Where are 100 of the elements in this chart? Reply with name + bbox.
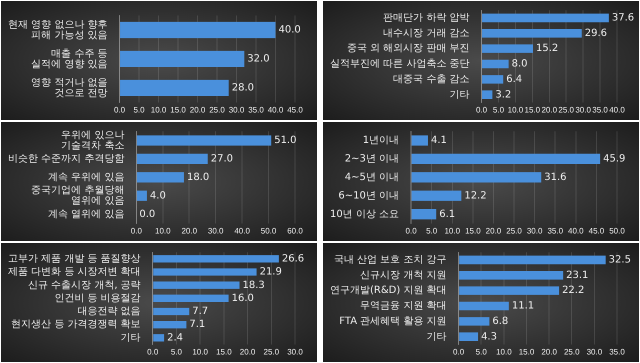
data-label: 4.3 xyxy=(481,331,497,342)
x-tick-label: 45.0 xyxy=(287,105,304,114)
x-tick-label: 25.0 xyxy=(506,226,522,236)
x-tick-label: 30.0 xyxy=(575,105,592,114)
y-tick-label: 판매단가 하락 압박 xyxy=(383,12,470,24)
y-tick-label: 대중국 수출 감소 xyxy=(393,74,470,85)
x-tick-label: 50.0 xyxy=(609,226,626,236)
x-tick-label: 15.0 xyxy=(518,347,535,356)
data-label: 4.1 xyxy=(430,135,447,146)
x-tick-label: 0.0 xyxy=(406,226,418,236)
x-tick-label: 10.0 xyxy=(508,105,524,114)
x-tick-label: 0.0 xyxy=(130,226,142,236)
y-tick-label: FTA 관세혜택 활용 지원 xyxy=(339,316,447,327)
data-label: 7.7 xyxy=(192,306,208,318)
data-label: 4.0 xyxy=(150,190,166,202)
data-label: 29.6 xyxy=(584,28,608,39)
y-tick-label: 기타 xyxy=(450,89,470,100)
data-label: 6.4 xyxy=(506,74,522,85)
x-tick-label: 25.0 xyxy=(209,105,226,114)
x-tick-label: 35.0 xyxy=(547,226,564,236)
x-tick-label: 5.0 xyxy=(170,347,183,356)
x-tick-label: 20.0 xyxy=(486,226,502,236)
x-tick-label: 35.0 xyxy=(609,347,626,356)
x-tick-label: 5.0 xyxy=(476,347,488,356)
x-tick-label: 40.0 xyxy=(234,226,250,236)
x-tick-label: 5.0 xyxy=(426,226,438,236)
data-label: 11.1 xyxy=(512,300,534,312)
data-label: 27.0 xyxy=(210,153,234,164)
x-tick-label: 20.0 xyxy=(181,226,198,236)
x-tick-label: 10.0 xyxy=(496,347,512,356)
y-tick-label: 중국 외 해외시장 판매 부진 xyxy=(346,43,470,54)
x-tick-label: 0.0 xyxy=(453,347,465,356)
x-tick-label: 40.0 xyxy=(568,226,584,236)
y-tick-label: 현지생산 등 가격경쟁력 확보 xyxy=(11,319,141,330)
x-tick-label: 20.0 xyxy=(190,105,206,114)
y-tick-label: 제품 다변화 등 시장저변 확대 xyxy=(8,266,141,278)
x-tick-label: 30.0 xyxy=(208,226,224,236)
y-tick-label: 중국기업에 추월당해 열위에 있음 xyxy=(31,185,124,207)
data-label: 51.0 xyxy=(274,135,296,146)
data-label: 23.1 xyxy=(566,270,588,281)
y-tick-label: 무역금융 지원 확대 xyxy=(360,300,447,312)
y-tick-label: 신규 수출시장 개척, 공략 xyxy=(28,280,141,291)
data-label: 32.5 xyxy=(608,254,631,266)
data-label: 45.9 xyxy=(603,153,626,164)
y-tick-label: 현재 영향 없으나 향후 피해 가능성 있음 xyxy=(8,19,108,41)
x-tick-label: 20.0 xyxy=(541,347,558,356)
data-label: 2.4 xyxy=(167,332,184,344)
y-tick-label: 2~3년 이내 xyxy=(344,153,400,164)
x-tick-label: 35.0 xyxy=(248,105,264,114)
y-tick-label: 고부가 제품 개발 등 품질향상 xyxy=(8,253,141,264)
x-tick-label: 0.0 xyxy=(476,105,488,114)
x-tick-label: 10.0 xyxy=(155,226,172,236)
data-label: 16.0 xyxy=(232,292,254,304)
x-tick-label: 25.0 xyxy=(263,347,280,356)
data-label: 28.0 xyxy=(232,82,254,94)
x-tick-label: 0.0 xyxy=(114,105,126,114)
y-tick-label: 우위에 있으나 기술격차 축소 xyxy=(61,130,124,152)
x-tick-label: 35.0 xyxy=(592,105,608,114)
y-tick-label: 인건비 등 비용절감 xyxy=(54,292,141,304)
x-tick-label: 15.0 xyxy=(216,347,232,356)
y-tick-label: 매출 수주 등 실적에 영향 있음 xyxy=(31,48,108,70)
y-tick-label: 10년 이상 소요 xyxy=(330,208,400,220)
data-label: 22.2 xyxy=(562,285,584,296)
data-label: 26.6 xyxy=(282,253,304,264)
y-tick-label: 비슷한 수준까지 추격당함 xyxy=(8,153,124,164)
x-tick-label: 20.0 xyxy=(541,105,558,114)
x-tick-label: 40.0 xyxy=(609,105,626,114)
y-tick-label: 국내 산업 보호 조치 강구 xyxy=(334,254,447,266)
x-tick-label: 30.0 xyxy=(526,226,543,236)
data-label: 0.0 xyxy=(139,208,156,220)
x-tick-label: 50.0 xyxy=(260,226,277,236)
x-tick-label: 5.0 xyxy=(492,105,505,114)
y-tick-label: 기타 xyxy=(426,331,447,342)
data-label: 12.2 xyxy=(464,190,487,202)
y-tick-label: 6~10년 이내 xyxy=(338,190,400,202)
y-tick-label: 연구개발(R&D) 지원 확대 xyxy=(330,285,447,296)
x-tick-label: 30.0 xyxy=(287,347,304,356)
data-label: 6.1 xyxy=(439,208,456,220)
data-label: 8.0 xyxy=(512,58,528,70)
y-tick-label: 내수시장 거래 감소 xyxy=(383,28,470,39)
y-tick-label: 대응전략 없음 xyxy=(78,306,141,318)
data-label: 15.2 xyxy=(536,43,558,54)
y-tick-label: 영향 적거나 없을 것으로 전망 xyxy=(31,77,108,99)
x-tick-label: 25.0 xyxy=(558,105,575,114)
x-tick-label: 15.0 xyxy=(524,105,541,114)
x-tick-label: 45.0 xyxy=(588,226,605,236)
data-label: 3.2 xyxy=(495,89,512,100)
x-tick-label: 10.0 xyxy=(150,105,167,114)
y-tick-label: 기타 xyxy=(120,332,141,344)
data-label: 37.6 xyxy=(612,12,634,24)
data-label: 7.1 xyxy=(189,319,206,330)
x-tick-label: 10.0 xyxy=(192,347,208,356)
data-label: 40.0 xyxy=(278,24,301,36)
data-label: 18.0 xyxy=(186,172,210,183)
y-tick-label: 신규시장 개척 지원 xyxy=(360,270,447,281)
x-tick-label: 30.0 xyxy=(586,347,603,356)
x-tick-label: 10.0 xyxy=(444,226,461,236)
x-tick-label: 15.0 xyxy=(465,226,482,236)
y-tick-label: 계속 우위에 있음 xyxy=(48,172,124,183)
data-label: 18.3 xyxy=(242,280,265,291)
